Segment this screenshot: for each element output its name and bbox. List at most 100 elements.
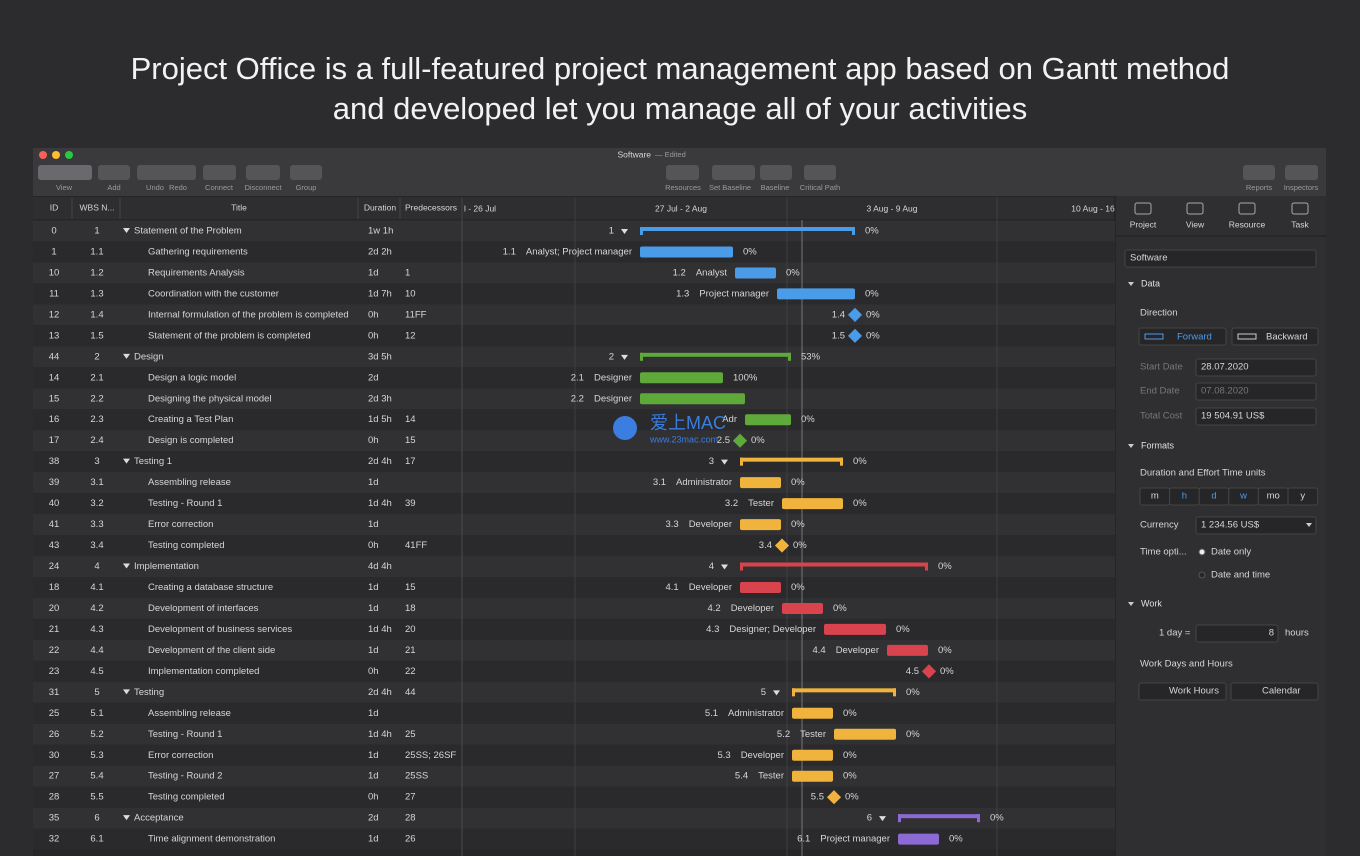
radio[interactable] xyxy=(1198,548,1206,556)
row-title: Time alignment demonstration xyxy=(148,834,275,845)
section-arrow[interactable] xyxy=(1128,444,1134,448)
toolbar-button[interactable] xyxy=(290,165,322,180)
row[interactable] xyxy=(33,304,1115,326)
row-id: 10 xyxy=(49,267,60,278)
toolbar-button[interactable] xyxy=(712,165,755,180)
bar-progress: 0% xyxy=(866,309,880,320)
row[interactable] xyxy=(33,681,1115,703)
row[interactable] xyxy=(33,639,1115,661)
tab-icon[interactable] xyxy=(1134,202,1152,215)
row[interactable] xyxy=(33,241,1115,263)
row[interactable] xyxy=(33,765,1115,787)
disclosure-triangle[interactable] xyxy=(123,689,130,695)
disclosure-triangle[interactable] xyxy=(123,458,130,464)
calendar-button[interactable] xyxy=(1230,682,1319,701)
row-title: Gathering requirements xyxy=(148,246,248,257)
bar-resource: Developer xyxy=(689,582,732,593)
toolbar-button[interactable] xyxy=(804,165,836,180)
row[interactable] xyxy=(33,828,1115,850)
row[interactable] xyxy=(33,556,1115,578)
row[interactable] xyxy=(33,702,1115,724)
row[interactable] xyxy=(33,577,1115,598)
bar-progress: 0% xyxy=(853,456,867,467)
row[interactable] xyxy=(33,472,1115,494)
row[interactable] xyxy=(33,786,1115,808)
radio-label: Date and time xyxy=(1211,570,1270,581)
work-hours-button[interactable] xyxy=(1138,682,1227,701)
collapse-triangle[interactable] xyxy=(773,690,780,696)
collapse-triangle[interactable] xyxy=(621,354,628,360)
row[interactable] xyxy=(33,367,1115,389)
forward-button[interactable] xyxy=(1138,327,1227,346)
row[interactable] xyxy=(33,430,1115,452)
row[interactable] xyxy=(33,409,1115,431)
bar-label: 1.3 xyxy=(676,288,689,299)
row-id: 30 xyxy=(49,750,60,761)
inspector-tab: Task xyxy=(1291,219,1309,229)
section-arrow[interactable] xyxy=(1128,602,1134,606)
bar-label: 1.2 xyxy=(673,267,686,278)
toolbar-button[interactable] xyxy=(98,165,130,180)
disclosure-triangle[interactable] xyxy=(123,815,130,821)
button-label: Calendar xyxy=(1262,686,1301,697)
row[interactable] xyxy=(33,325,1115,347)
toolbar-button[interactable] xyxy=(760,165,792,180)
currency-dropdown[interactable] xyxy=(1195,516,1317,535)
toolbar-button[interactable] xyxy=(246,165,280,180)
field[interactable] xyxy=(1195,382,1317,401)
tab-icon[interactable] xyxy=(1291,202,1309,215)
field[interactable] xyxy=(1195,407,1317,426)
hours-field[interactable] xyxy=(1195,624,1279,643)
backward-button[interactable] xyxy=(1231,327,1319,346)
disclosure-triangle[interactable] xyxy=(123,353,130,359)
section-arrow[interactable] xyxy=(1128,282,1134,286)
row[interactable] xyxy=(33,514,1115,536)
row[interactable] xyxy=(33,388,1115,410)
tab-icon[interactable] xyxy=(1186,202,1204,215)
row[interactable] xyxy=(33,744,1115,766)
summary-bar xyxy=(898,814,980,819)
row[interactable] xyxy=(33,807,1115,829)
zoom-button[interactable] xyxy=(65,151,73,159)
collapse-triangle[interactable] xyxy=(721,459,728,465)
toolbar-button[interactable] xyxy=(1243,165,1275,180)
task-bar xyxy=(834,728,896,740)
row[interactable] xyxy=(33,660,1115,682)
row[interactable] xyxy=(33,220,1115,242)
collapse-triangle[interactable] xyxy=(879,816,886,822)
row-duration: 1d xyxy=(368,750,379,761)
row[interactable] xyxy=(33,597,1115,619)
close-button[interactable] xyxy=(39,151,47,159)
toolbar-label: Inspectors xyxy=(1284,183,1319,192)
collapse-triangle[interactable] xyxy=(621,229,628,234)
tab-icon[interactable] xyxy=(1238,202,1256,215)
field[interactable] xyxy=(1195,358,1317,377)
unit-segment[interactable] xyxy=(1287,487,1319,506)
name-field[interactable] xyxy=(1124,249,1317,268)
toolbar-label: Baseline xyxy=(761,183,790,192)
row[interactable] xyxy=(33,535,1115,557)
toolbar-button[interactable] xyxy=(137,165,196,180)
inspector-tab: View xyxy=(1186,219,1205,229)
disclosure-triangle[interactable] xyxy=(123,563,130,569)
bar-resource: Tester xyxy=(800,729,826,740)
field-label: Duration and Effort Time units xyxy=(1140,468,1266,479)
toolbar-button[interactable] xyxy=(203,165,236,180)
minimize-button[interactable] xyxy=(52,151,60,159)
row-wbs: 6 xyxy=(94,813,99,824)
toolbar-button[interactable] xyxy=(38,165,92,180)
toolbar-button[interactable] xyxy=(1285,165,1318,180)
row[interactable] xyxy=(33,346,1115,368)
column-title: ID xyxy=(50,202,59,212)
toolbar-button[interactable] xyxy=(666,165,699,180)
row-duration: 1d xyxy=(368,519,379,530)
row[interactable] xyxy=(33,262,1115,284)
row-id: 27 xyxy=(49,771,60,782)
row[interactable] xyxy=(33,493,1115,515)
task-bar xyxy=(640,393,745,405)
row[interactable] xyxy=(33,451,1115,473)
radio[interactable] xyxy=(1198,571,1206,579)
bar-label: 6 xyxy=(867,813,872,824)
disclosure-triangle[interactable] xyxy=(123,228,130,233)
collapse-triangle[interactable] xyxy=(721,564,728,570)
